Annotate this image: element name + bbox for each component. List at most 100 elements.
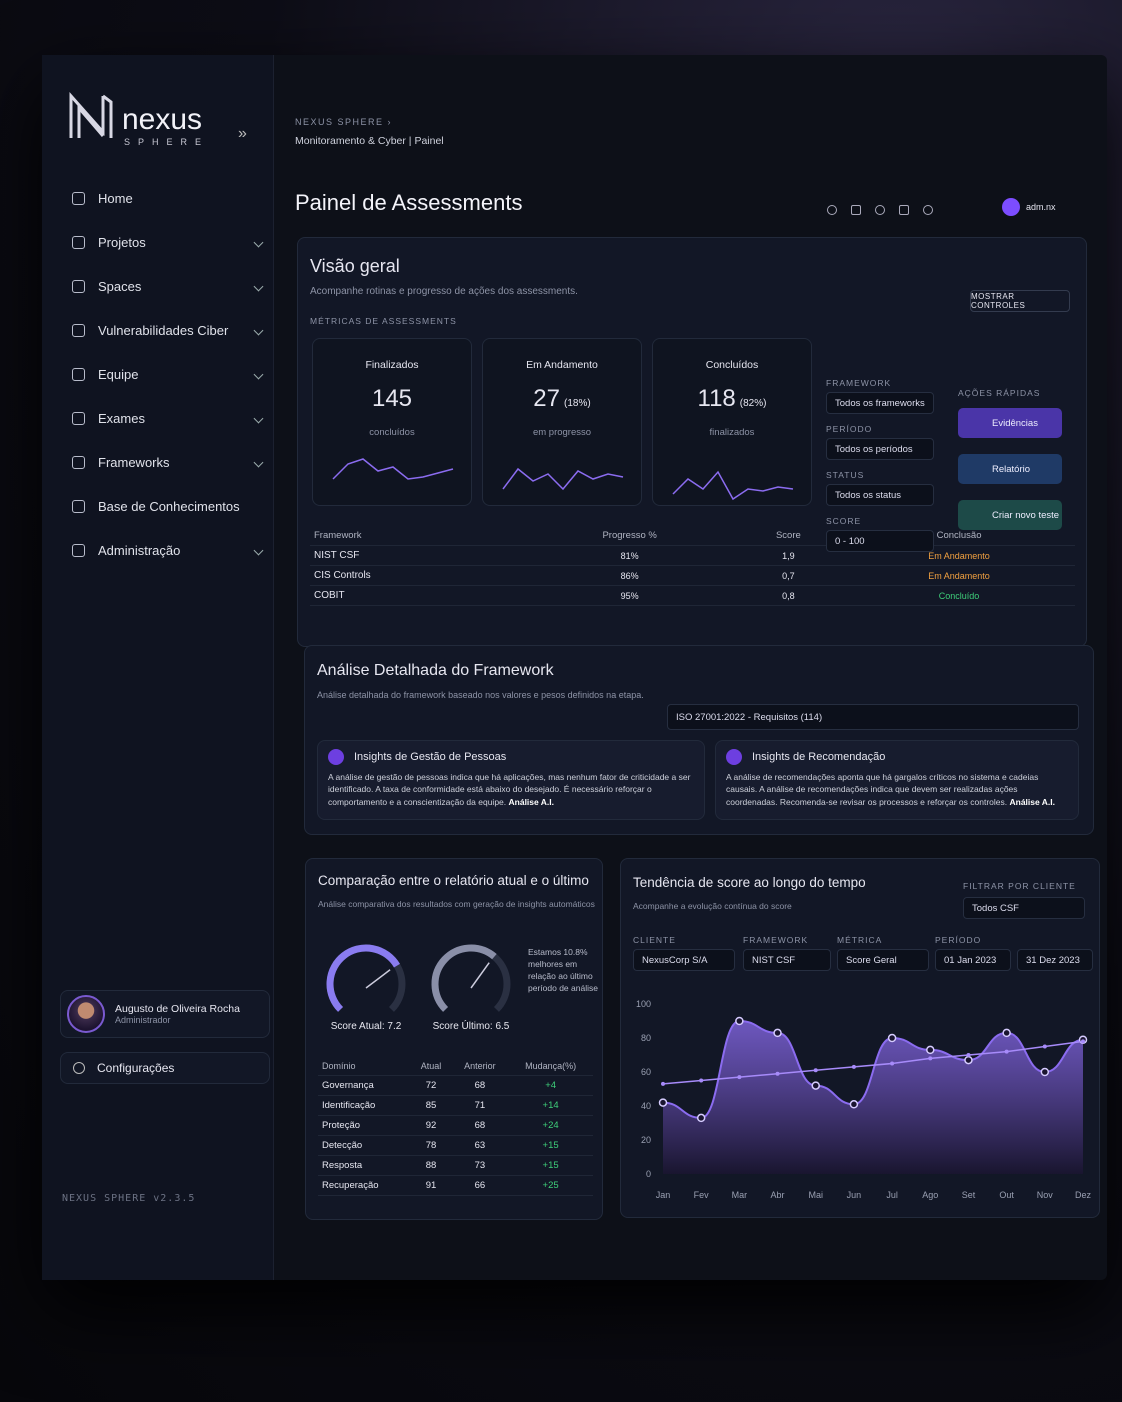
quick-action[interactable]: Evidências [958, 408, 1062, 438]
table-cell: +4 [508, 1075, 593, 1096]
nav-label: Home [98, 190, 133, 206]
table-cell: 1,9 [733, 545, 844, 566]
metric-pct: (82%) [739, 398, 767, 409]
field-value: NIST CSF [752, 954, 796, 966]
profile-card[interactable]: Augusto de Oliveira Rocha Administrador [60, 990, 270, 1038]
insight-body: A análise de gestão de pessoas indica qu… [328, 771, 694, 808]
gauges: Score Atual: 7.2 Score Último: 6.5 [326, 944, 511, 1032]
framework-select-value: ISO 27001:2022 - Requisitos (114) [676, 711, 823, 723]
point [851, 1064, 856, 1069]
filter-select[interactable]: Todos os períodos [826, 438, 934, 460]
x-tick-label: Ago [922, 1190, 938, 1200]
x-tick-label: Set [962, 1190, 976, 1200]
client-filter-label: FILTRAR POR CLIENTE [963, 881, 1076, 891]
nav-item[interactable]: Frameworks [72, 447, 264, 477]
filter-label: STATUS [826, 470, 865, 480]
point [928, 1056, 933, 1061]
metric-label: Finalizados [365, 359, 419, 371]
point [775, 1071, 780, 1076]
field-select[interactable]: NIST CSF [743, 949, 831, 971]
overview-subtitle: Acompanhe rotinas e progresso de ações d… [310, 286, 578, 297]
table-row: Governança 72 68 +4 [318, 1075, 593, 1096]
comparison-panel: Comparação entre o relatório atual e o ú… [305, 858, 603, 1220]
nav-item[interactable]: Vulnerabilidades Ciber [72, 315, 264, 345]
point [887, 1033, 897, 1043]
nav-item[interactable]: Base de Conhecimentos [72, 491, 262, 521]
quick-action[interactable]: Criar novo teste [958, 500, 1062, 530]
user-menu[interactable]: adm.nx [1002, 198, 1056, 216]
tool-icon[interactable] [875, 205, 885, 215]
field-select[interactable]: 31 Dez 2023 [1017, 949, 1093, 971]
field-select[interactable]: NexusCorp S/A [633, 949, 735, 971]
nav-item[interactable]: Home [72, 183, 262, 213]
nav-icon [72, 323, 85, 337]
metric-value-row: 27 (18%) [483, 385, 641, 413]
tool-icon[interactable] [923, 205, 933, 215]
field-select[interactable]: 01 Jan 2023 [935, 949, 1011, 971]
metric-value: 145 [371, 385, 413, 412]
metric-note: concluídos [369, 427, 415, 438]
profile-name: Augusto de Oliveira Rocha [115, 1003, 240, 1015]
show-controls-button[interactable]: MOSTRAR CONTROLES [970, 290, 1070, 312]
nav-item[interactable]: Projetos [72, 227, 264, 257]
nav-icon [72, 279, 85, 293]
settings-button[interactable]: Configurações [60, 1052, 270, 1084]
table-cell: Recuperação [318, 1175, 411, 1196]
field-select[interactable]: Score Geral [837, 949, 929, 971]
filter-select[interactable]: 0 - 100 [826, 530, 934, 552]
gauge-value: 6.5 [495, 1021, 509, 1032]
analysis-title: Análise Detalhada do Framework [317, 662, 554, 679]
field-label: FRAMEWORK [743, 935, 809, 945]
table-cell: Identificação [318, 1095, 411, 1116]
metric-label: Concluídos [705, 359, 759, 371]
framework-select[interactable]: ISO 27001:2022 - Requisitos (114) [667, 704, 1079, 730]
header-cell: Domínio [318, 1057, 411, 1076]
header-cell: Framework [310, 526, 526, 546]
point [926, 1045, 935, 1055]
nav-icon [72, 543, 85, 557]
filter-select[interactable]: Todos os frameworks [826, 392, 934, 414]
header-cell: Progresso % [525, 526, 734, 546]
insight-tag: Análise A.I. [1009, 796, 1055, 807]
metric-label: Em Andamento [526, 359, 598, 371]
quick-action[interactable]: Relatório [958, 454, 1062, 484]
y-tick-label: 40 [641, 1101, 651, 1111]
insight-card: Insights de Gestão de Pessoas A análise d… [317, 740, 705, 820]
overview-title: Visão geral [310, 256, 400, 276]
trend-line [662, 1040, 1084, 1085]
tool-icon[interactable] [851, 205, 861, 215]
nav-chevron [253, 325, 264, 335]
filter-label: PERÍODO [826, 424, 873, 434]
version: NEXUS SPHERE v2.3.5 [62, 1193, 196, 1204]
tool-icon[interactable] [827, 205, 837, 215]
quick-action-label: Evidências [992, 417, 1038, 429]
table-cell: 88 [410, 1155, 452, 1176]
collapse-button[interactable]: » [238, 125, 247, 142]
table-row: Detecção 78 63 +15 [318, 1135, 593, 1156]
profile-role: Administrador [115, 1015, 171, 1025]
nav-item[interactable]: Administração [72, 535, 264, 565]
table-cell: 78 [410, 1135, 452, 1156]
gauge-value: 7.2 [387, 1021, 401, 1032]
point [811, 1081, 820, 1090]
y-tick-label: 0 [646, 1169, 651, 1179]
table-row: NIST CSF 81% 1,9 Em Andamento [310, 545, 1075, 566]
point [1081, 1039, 1085, 1044]
header-cell: Anterior [451, 1057, 509, 1076]
nav-item[interactable]: Exames [72, 403, 264, 433]
tool-icon[interactable] [899, 205, 909, 215]
filter-select[interactable]: Todos os status [826, 484, 934, 506]
filter-label: SCORE [826, 516, 862, 526]
table-cell: 86% [525, 565, 734, 586]
metric-value: 118 [697, 385, 736, 412]
nav-item[interactable]: Equipe [72, 359, 264, 389]
table-row: CIS Controls 86% 0,7 Em Andamento [310, 565, 1075, 586]
sparkline-line [332, 458, 454, 480]
x-tick-label: Jul [886, 1190, 898, 1200]
nav-chevron [253, 369, 264, 379]
nav-item[interactable]: Spaces [72, 271, 264, 301]
client-filter[interactable]: Todos CSF [963, 897, 1085, 919]
table-cell: +14 [508, 1095, 593, 1116]
trend-panel: Tendência de score ao longo do tempo Aco… [620, 858, 1100, 1218]
x-tick-label: Dez [1075, 1190, 1092, 1200]
